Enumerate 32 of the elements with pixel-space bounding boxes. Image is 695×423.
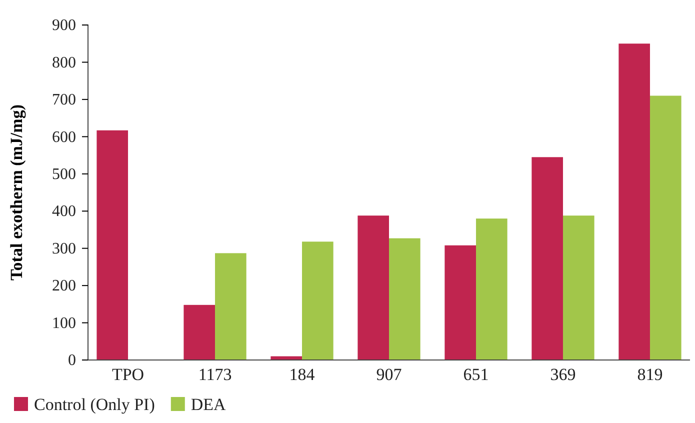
bar: [358, 216, 389, 360]
bar: [184, 304, 216, 360]
bar: [96, 130, 128, 360]
bar: [215, 253, 246, 360]
y-tick-label: 600: [52, 128, 76, 146]
legend-label: Control (Only PI): [34, 395, 155, 414]
y-tick-label: 300: [52, 240, 76, 258]
bar: [476, 218, 508, 360]
y-axis-title: Total exotherm (mJ/mg): [7, 104, 26, 280]
x-tick-label: TPO: [112, 365, 144, 384]
bar: [618, 44, 650, 360]
x-tick-label: 184: [289, 365, 316, 384]
bar: [562, 216, 594, 360]
y-tick-label: 700: [52, 92, 76, 109]
x-tick-label: 819: [637, 365, 663, 384]
x-tick-label: 907: [376, 365, 402, 384]
y-tick-label: 400: [52, 203, 76, 220]
y-tick-label: 500: [52, 166, 76, 184]
y-tick-label: 900: [52, 17, 76, 34]
x-tick-label: 651: [463, 365, 489, 384]
bar: [389, 238, 420, 360]
y-tick-label: 0: [68, 352, 76, 370]
x-tick-label: 369: [550, 365, 576, 384]
legend-label: DEA: [190, 395, 227, 414]
bar: [444, 245, 476, 360]
y-tick-label: 800: [52, 54, 76, 72]
y-tick-label: 100: [52, 314, 76, 332]
bar: [532, 157, 563, 360]
x-tick-label: 1173: [198, 365, 232, 384]
y-tick-label: 200: [52, 278, 76, 295]
bar: [302, 242, 334, 360]
bar: [650, 96, 682, 360]
